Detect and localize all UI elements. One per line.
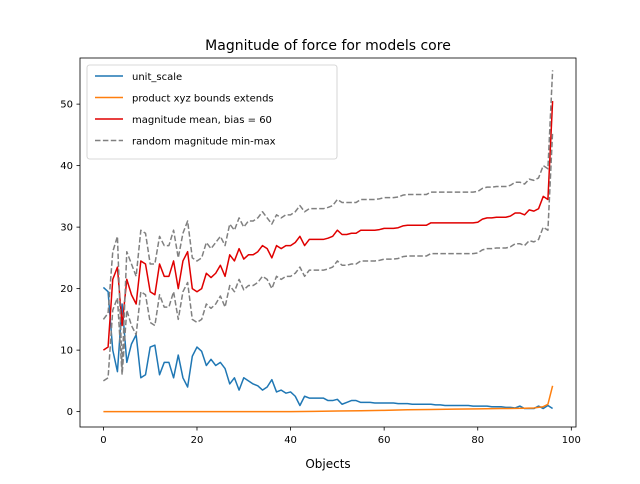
y-tick-label: 10 bbox=[60, 346, 73, 357]
axes-frame bbox=[79, 57, 577, 428]
series-layer bbox=[102, 70, 554, 413]
y-tick-label: 30 bbox=[60, 223, 73, 234]
legend-label: product xyz bounds extends bbox=[132, 94, 274, 105]
legend-label: random magnitude min-max bbox=[132, 137, 276, 148]
x-axis-label: Objects bbox=[305, 457, 350, 471]
y-tick-label: 50 bbox=[60, 100, 73, 111]
x-tick-label: 100 bbox=[562, 435, 581, 446]
legend-box bbox=[86, 64, 338, 160]
series-line-1 bbox=[103, 385, 554, 413]
y-tick-label: 40 bbox=[60, 161, 73, 172]
x-tick-label: 40 bbox=[284, 435, 297, 446]
series-line-0 bbox=[102, 286, 554, 410]
series-line-2 bbox=[102, 101, 554, 351]
x-tick-label: 20 bbox=[191, 435, 204, 446]
legend-label: magnitude mean, bias = 60 bbox=[132, 115, 272, 126]
x-tick-label: 0 bbox=[100, 435, 106, 446]
y-tick-label: 20 bbox=[60, 284, 73, 295]
legend-label: unit_scale bbox=[132, 72, 182, 83]
x-tick-label: 80 bbox=[471, 435, 484, 446]
series-line-4 bbox=[102, 131, 554, 382]
axes: 0 20 40 60 80 100 0 10 20 30 40 50 bbox=[60, 57, 581, 446]
x-tick-label: 60 bbox=[378, 435, 391, 446]
series-line-3 bbox=[102, 70, 554, 370]
y-tick-label: 0 bbox=[67, 407, 73, 418]
chart-title: Magnitude of force for models core bbox=[205, 38, 451, 54]
